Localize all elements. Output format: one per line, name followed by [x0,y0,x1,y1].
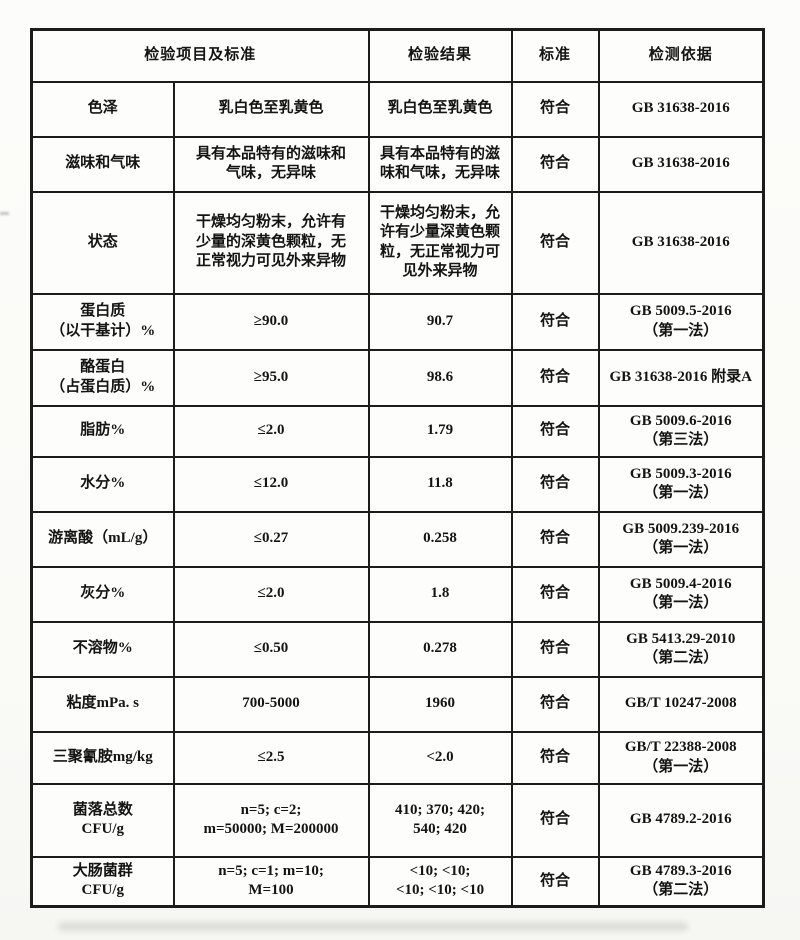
standard-cell: ≥95.0 [172,348,370,407]
item-cell: 色泽 [30,80,175,138]
item-cell: 三聚氰胺mg/kg [30,730,175,785]
scan-tick-artifact [0,212,9,215]
conformity-cell: 符合 [510,135,600,193]
standard-cell: ≤2.0 [172,404,370,458]
conformity-cell: 符合 [510,404,600,458]
result-cell: <10; <10; <10; <10; <10 [367,855,513,908]
inspection-report-table: 检验项目及标准 检验结果 标准 检测依据 色泽 乳白色至乳黄色 乳白色至乳黄色 … [30,28,766,908]
basis-cell: GB 31638-2016 [597,80,765,138]
standard-cell: 干燥均匀粉末，允许有 少量的深黄色颗粒，无 正常视力可见外来异物 [172,190,370,295]
item-cell: 大肠菌群 CFU/g [30,855,175,908]
result-cell: 0.278 [367,620,513,678]
conformity-cell: 符合 [510,855,600,908]
table-row: 灰分% ≤2.0 1.8 符合 GB 5009.4-2016 （第一法） [30,565,765,623]
table-row: 蛋白质 （以干基计）% ≥90.0 90.7 符合 GB 5009.5-2016… [30,292,765,351]
result-cell: 98.6 [367,348,513,407]
item-cell: 不溶物% [30,620,175,678]
standard-cell: ≤2.5 [172,730,370,785]
result-cell: 0.258 [367,510,513,568]
standard-cell: 具有本品特有的滋味和 气味，无异味 [172,135,370,193]
basis-cell: GB 5413.29-2010 （第二法） [597,620,765,678]
table-header-row: 检验项目及标准 检验结果 标准 检测依据 [30,28,765,83]
standard-cell: 乳白色至乳黄色 [172,80,370,138]
standard-cell: n=5; c=2; m=50000; M=200000 [172,782,370,858]
conformity-cell: 符合 [510,348,600,407]
item-cell: 酪蛋白 （占蛋白质）% [30,348,175,407]
conformity-cell: 符合 [510,675,600,733]
conformity-cell: 符合 [510,730,600,785]
result-cell: 11.8 [367,455,513,513]
item-cell: 水分% [30,455,175,513]
basis-cell: GB 5009.3-2016 （第一法） [597,455,765,513]
basis-cell: GB/T 10247-2008 [597,675,765,733]
conformity-cell: 符合 [510,292,600,351]
basis-cell: GB 5009.5-2016 （第一法） [597,292,765,351]
item-cell: 滋味和气味 [30,135,175,193]
item-cell: 蛋白质 （以干基计）% [30,292,175,351]
standard-cell: ≤0.27 [172,510,370,568]
conformity-cell: 符合 [510,455,600,513]
table-row: 不溶物% ≤0.50 0.278 符合 GB 5413.29-2010 （第二法… [30,620,765,678]
table-row: 色泽 乳白色至乳黄色 乳白色至乳黄色 符合 GB 31638-2016 [30,80,765,138]
standard-cell: ≤2.0 [172,565,370,623]
result-cell: 干燥均匀粉末，允 许有少量深黄色颗 粒，无正常视力可 见外来异物 [367,190,513,295]
standard-cell: ≤0.50 [172,620,370,678]
basis-cell: GB 4789.3-2016 （第二法） [597,855,765,908]
header-result: 检验结果 [367,28,513,83]
basis-cell: GB 5009.4-2016 （第一法） [597,565,765,623]
conformity-cell: 符合 [510,510,600,568]
basis-cell: GB 31638-2016 [597,190,765,295]
basis-cell: GB 4789.2-2016 [597,782,765,858]
table-row: 大肠菌群 CFU/g n=5; c=1; m=10; M=100 <10; <1… [30,855,765,908]
table-row: 水分% ≤12.0 11.8 符合 GB 5009.3-2016 （第一法） [30,455,765,513]
basis-cell: GB 5009.6-2016 （第三法） [597,404,765,458]
conformity-cell: 符合 [510,80,600,138]
item-cell: 状态 [30,190,175,295]
table-row: 粘度mPa. s 700-5000 1960 符合 GB/T 10247-200… [30,675,765,733]
basis-cell: GB/T 22388-2008 （第一法） [597,730,765,785]
conformity-cell: 符合 [510,565,600,623]
conformity-cell: 符合 [510,782,600,858]
basis-cell: GB 31638-2016 [597,135,765,193]
result-cell: <2.0 [367,730,513,785]
result-cell: 410; 370; 420; 540; 420 [367,782,513,858]
standard-cell: 700-5000 [172,675,370,733]
result-cell: 1.8 [367,565,513,623]
item-cell: 灰分% [30,565,175,623]
standard-cell: n=5; c=1; m=10; M=100 [172,855,370,908]
result-cell: 1.79 [367,404,513,458]
table-row: 三聚氰胺mg/kg ≤2.5 <2.0 符合 GB/T 22388-2008 （… [30,730,765,785]
item-cell: 脂肪% [30,404,175,458]
item-cell: 菌落总数 CFU/g [30,782,175,858]
header-conformity: 标准 [510,28,600,83]
table-row: 滋味和气味 具有本品特有的滋味和 气味，无异味 具有本品特有的滋 味和气味，无异… [30,135,765,193]
table-row: 脂肪% ≤2.0 1.79 符合 GB 5009.6-2016 （第三法） [30,404,765,458]
table-row: 酪蛋白 （占蛋白质）% ≥95.0 98.6 符合 GB 31638-2016 … [30,348,765,407]
table-row: 游离酸（mL/g） ≤0.27 0.258 符合 GB 5009.239-201… [30,510,765,568]
header-item-and-standard: 检验项目及标准 [30,28,370,83]
header-basis: 检测依据 [597,28,765,83]
basis-cell: GB 31638-2016 附录A [597,348,765,407]
basis-cell: GB 5009.239-2016 （第一法） [597,510,765,568]
conformity-cell: 符合 [510,190,600,295]
table-row: 状态 干燥均匀粉末，允许有 少量的深黄色颗粒，无 正常视力可见外来异物 干燥均匀… [30,190,765,295]
scan-smudge-artifact [58,922,688,931]
table-row: 菌落总数 CFU/g n=5; c=2; m=50000; M=200000 4… [30,782,765,858]
item-cell: 粘度mPa. s [30,675,175,733]
item-cell: 游离酸（mL/g） [30,510,175,568]
standard-cell: ≤12.0 [172,455,370,513]
result-cell: 具有本品特有的滋 味和气味，无异味 [367,135,513,193]
result-cell: 1960 [367,675,513,733]
result-cell: 乳白色至乳黄色 [367,80,513,138]
standard-cell: ≥90.0 [172,292,370,351]
result-cell: 90.7 [367,292,513,351]
conformity-cell: 符合 [510,620,600,678]
